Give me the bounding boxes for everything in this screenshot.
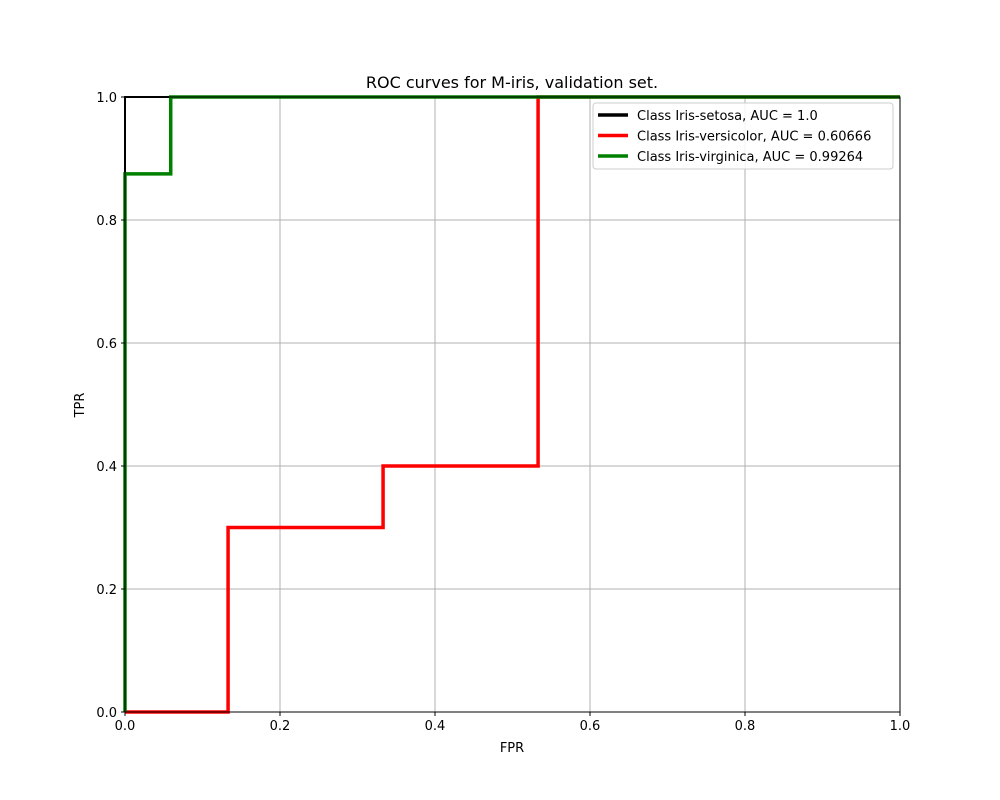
x-tick-label: 1.0 — [890, 719, 911, 734]
legend-label: Class Iris-virginica, AUC = 0.99264 — [637, 150, 863, 165]
y-tick-label: 0.0 — [96, 706, 117, 721]
series-line-2 — [125, 95, 900, 714]
plot-frame — [124, 96, 901, 713]
legend-label: Class Iris-setosa, AUC = 1.0 — [637, 109, 818, 124]
legend-box — [592, 102, 894, 170]
y-tick-label: 0.4 — [96, 460, 117, 475]
y-tick-label: 0.6 — [96, 337, 117, 352]
y-tick-label: 1.0 — [96, 91, 117, 106]
series-lines — [123, 95, 900, 714]
legend-label: Class Iris-versicolor, AUC = 0.60666 — [637, 130, 871, 145]
x-tick-label: 0.8 — [735, 719, 756, 734]
series-line-3 — [123, 95, 900, 712]
x-tick-label: 0.4 — [425, 719, 446, 734]
x-tick-label: 0.2 — [270, 719, 291, 734]
series-line-1 — [124, 96, 900, 712]
y-tick-label: 0.2 — [96, 583, 117, 598]
x-tick-label: 0.0 — [115, 719, 136, 734]
y-tick-label: 0.8 — [96, 214, 117, 229]
y-axis-label: TPR — [73, 393, 88, 419]
legend: Class Iris-setosa, AUC = 1.0 Class Iris-v… — [592, 102, 894, 170]
axis-ticks: 0.0 0.2 0.4 0.6 0.8 1.0 0.0 0.2 0.4 0.6 0.8 1.0 — [96, 91, 910, 734]
x-axis-label: FPR — [500, 741, 524, 756]
x-tick-label: 0.6 — [580, 719, 601, 734]
chart-title: ROC curves for M-iris, validation set. — [366, 73, 658, 92]
grid-lines — [124, 96, 901, 713]
